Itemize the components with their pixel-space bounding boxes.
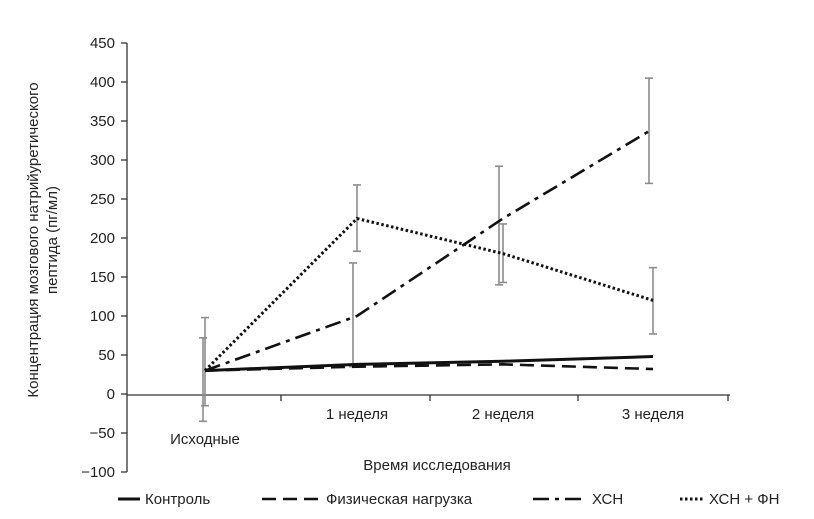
x-axis-title: Время исследования bbox=[363, 457, 510, 474]
legend: Контроль Физическая нагрузка ХСН ХСН + ФН bbox=[118, 491, 780, 508]
error-bars bbox=[199, 77, 657, 423]
legend-label: Физическая нагрузка bbox=[326, 491, 473, 508]
x-category-label: 1 неделя bbox=[326, 406, 388, 423]
series-line bbox=[204, 127, 654, 372]
y-axis-title-text: Концентрация мозгового натрийуретическог… bbox=[25, 82, 61, 397]
y-tick-label: 400 bbox=[90, 74, 115, 91]
x-category-label: Исходные bbox=[170, 431, 240, 448]
y-axis-title: Концентрация мозгового натрийуретическог… bbox=[25, 82, 61, 397]
y-tick-label: 150 bbox=[90, 269, 115, 286]
legend-label: Контроль bbox=[145, 491, 210, 508]
x-axis: Исходные 1 неделя 2 неделя 3 неделя bbox=[127, 394, 730, 448]
y-axis: 450 400 350 300 250 200 150 100 50 0 −50 −100 bbox=[81, 35, 128, 481]
y-tick-label: 350 bbox=[90, 113, 115, 130]
legend-label: ХСН bbox=[592, 491, 623, 508]
y-tick-label: 0 bbox=[107, 386, 115, 403]
legend-label: ХСН + ФН bbox=[709, 491, 780, 508]
y-tick-label: 50 bbox=[98, 347, 115, 364]
series-lines bbox=[203, 127, 654, 373]
y-tick-label: 450 bbox=[90, 35, 115, 52]
series-line bbox=[204, 363, 654, 372]
y-tick-label: −50 bbox=[90, 425, 115, 442]
series-line bbox=[203, 216, 654, 372]
y-tick-label: 300 bbox=[90, 152, 115, 169]
x-category-label: 2 неделя bbox=[472, 406, 534, 423]
y-axis-title-line: пептида (пг/мл) bbox=[44, 186, 61, 294]
y-tick-label: 100 bbox=[90, 308, 115, 325]
y-tick-label: 200 bbox=[90, 230, 115, 247]
y-tick-label: −100 bbox=[81, 464, 115, 481]
y-tick-label: 250 bbox=[90, 191, 115, 208]
y-axis-title-line: Концентрация мозгового натрийуретическог… bbox=[25, 82, 42, 397]
x-category-label: 3 неделя bbox=[622, 406, 684, 423]
